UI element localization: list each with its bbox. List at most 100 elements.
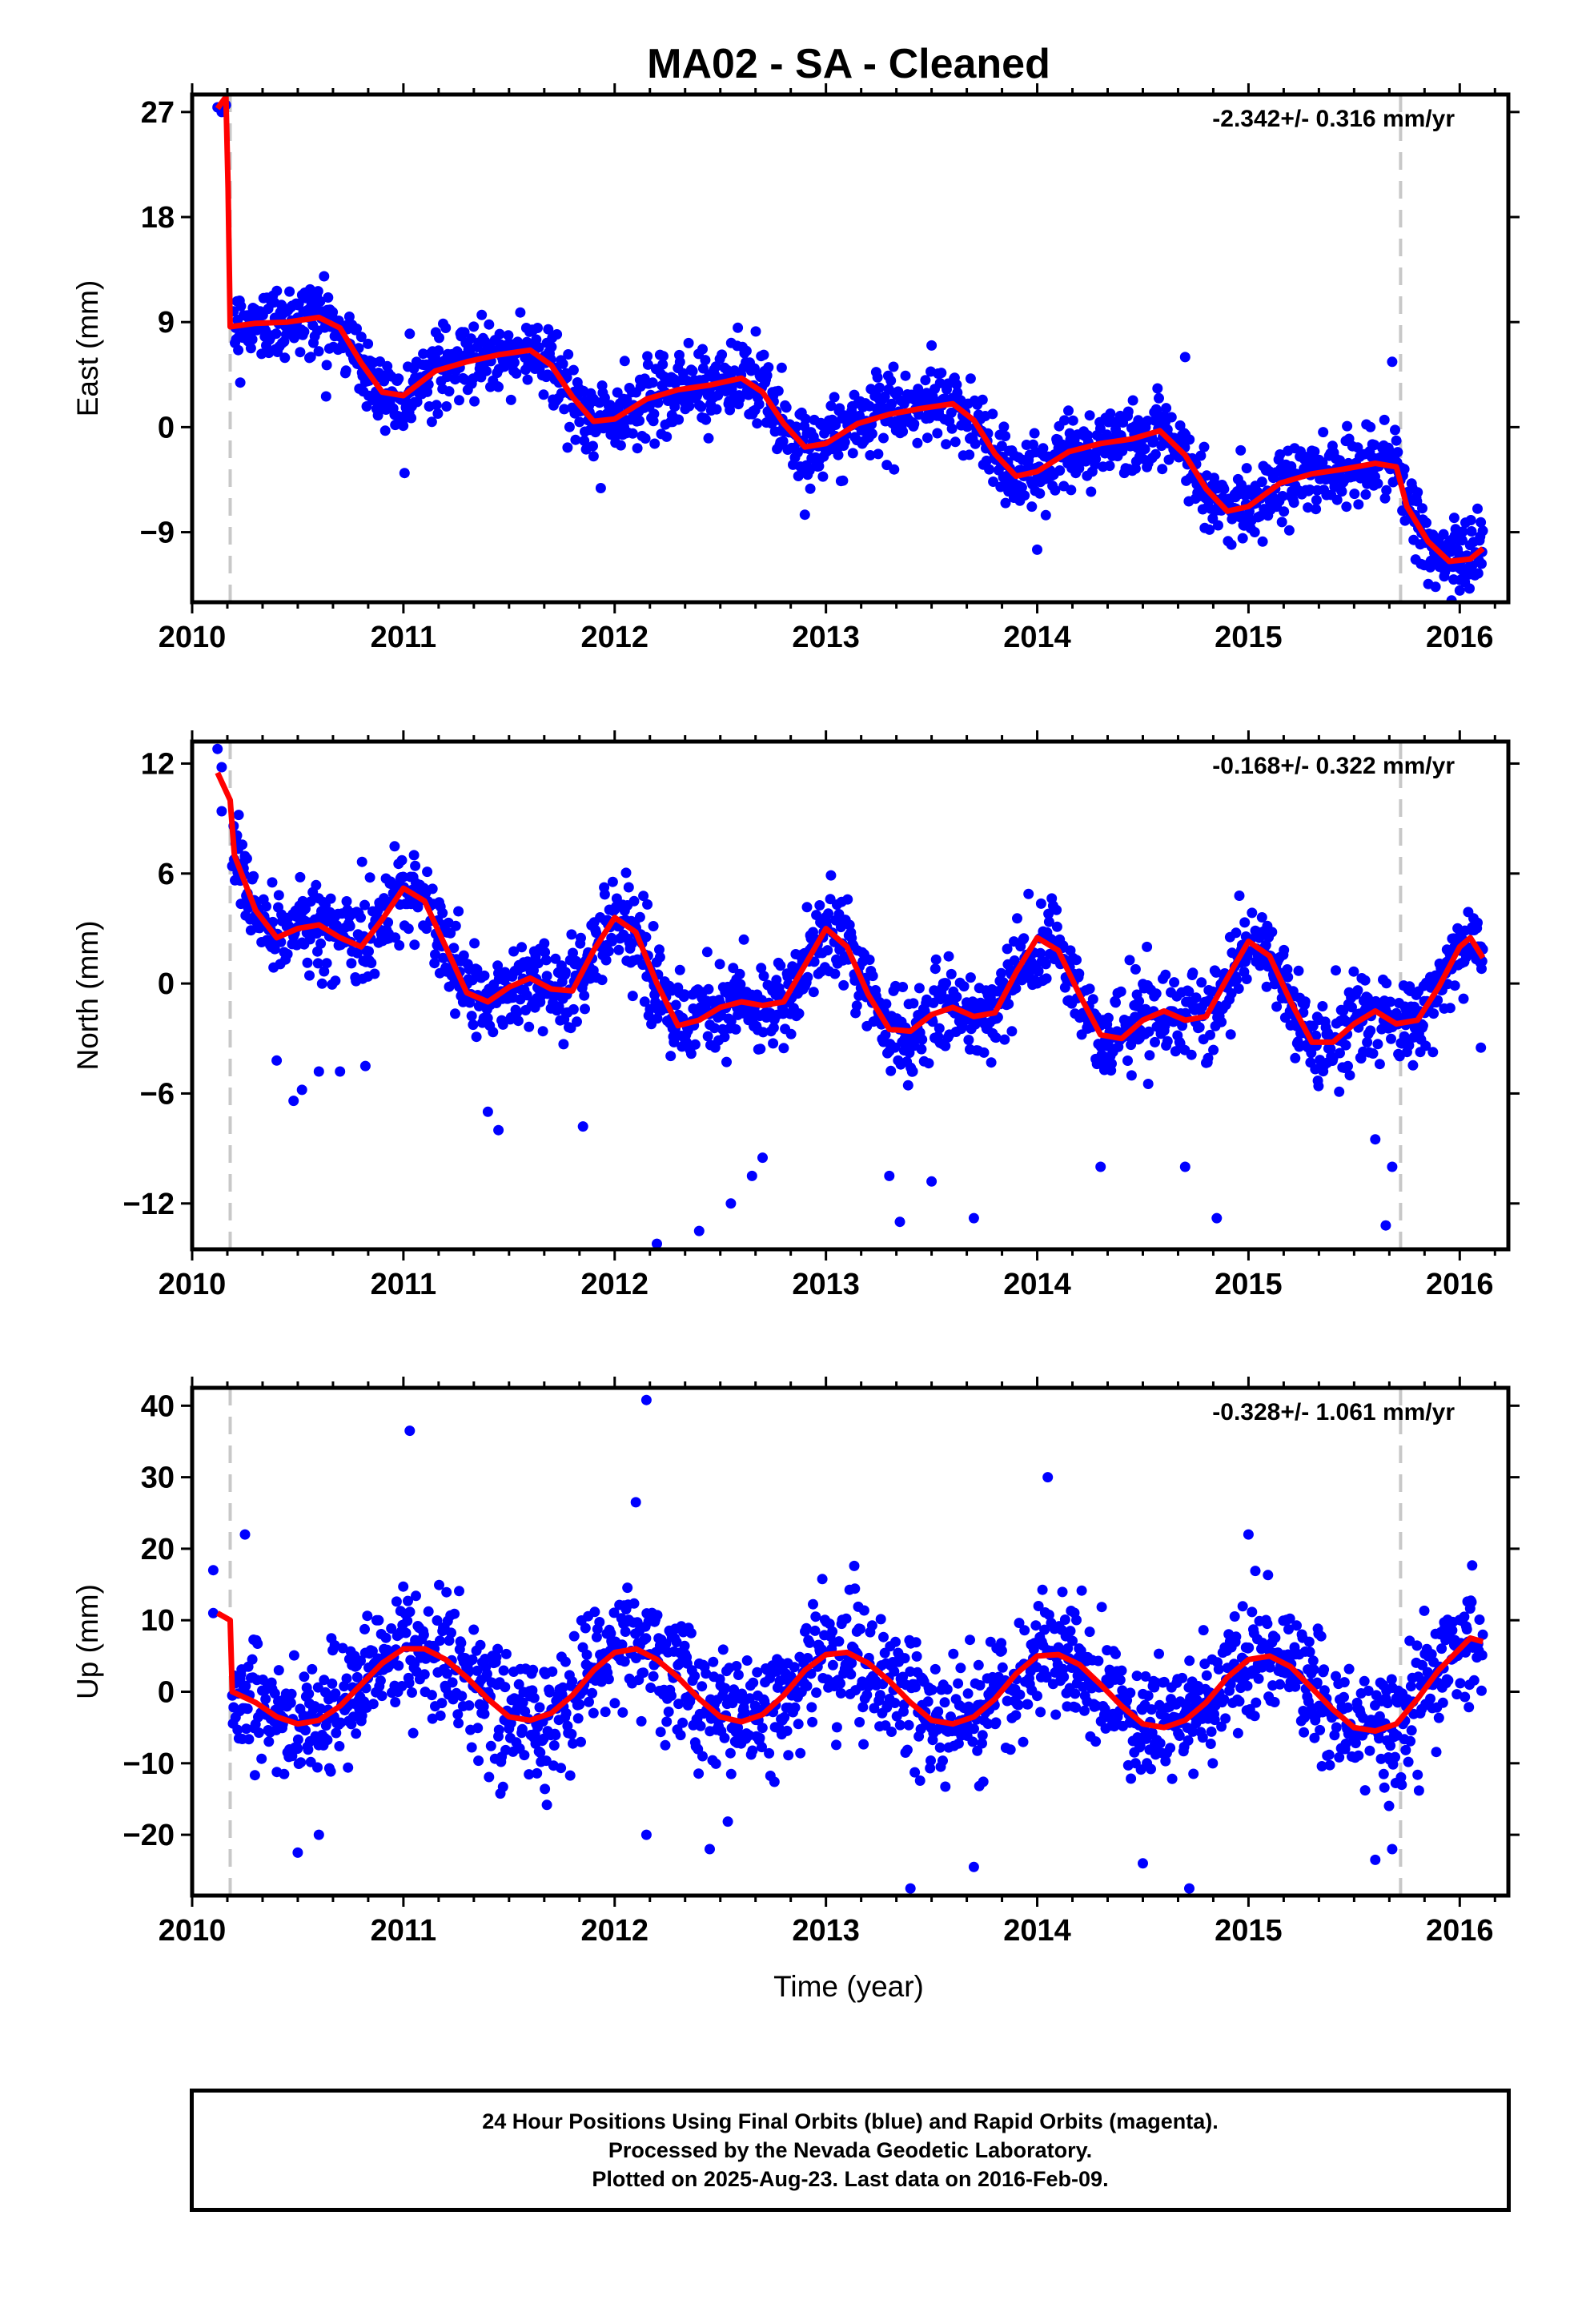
data-point-east <box>484 319 495 330</box>
data-point-up <box>748 1677 759 1688</box>
x-tick-label-north: 2010 <box>159 1268 227 1301</box>
data-point-east <box>406 412 417 424</box>
data-point-east <box>1249 527 1260 537</box>
data-point-up <box>922 1696 934 1707</box>
data-point-north <box>1359 975 1371 986</box>
data-point-north <box>1009 955 1020 966</box>
data-point-north <box>468 1019 479 1031</box>
data-point-up <box>1114 1675 1126 1686</box>
data-point-up <box>722 1816 733 1827</box>
data-point-up <box>547 1666 558 1677</box>
data-point-up <box>620 1626 631 1637</box>
x-tick-label-north: 2014 <box>1003 1268 1071 1301</box>
data-point-up <box>367 1646 378 1657</box>
x-tick-label-north: 2011 <box>371 1268 436 1301</box>
data-point-up <box>1242 1680 1253 1691</box>
data-point-north <box>579 990 590 1001</box>
data-point-east <box>647 377 658 388</box>
data-point-up <box>1201 1670 1212 1681</box>
data-point-up <box>811 1687 822 1699</box>
data-point-east <box>632 443 643 454</box>
data-point-north <box>427 883 438 895</box>
data-point-east <box>1335 455 1345 466</box>
data-point-up <box>1037 1584 1048 1595</box>
data-point-up <box>955 1663 966 1674</box>
data-point-north <box>341 896 352 907</box>
data-point-up <box>889 1698 901 1708</box>
data-point-east <box>434 332 444 344</box>
data-point-north <box>1374 1059 1385 1070</box>
data-point-north <box>1191 992 1202 1003</box>
data-point-up <box>977 1730 988 1741</box>
data-point-north <box>1130 963 1141 975</box>
data-point-east <box>1139 444 1150 455</box>
data-point-up <box>287 1751 298 1762</box>
data-point-north <box>1010 983 1022 994</box>
data-point-up <box>890 1636 901 1647</box>
data-point-north <box>366 958 377 968</box>
data-point-north <box>1187 967 1199 979</box>
data-point-up <box>969 1723 979 1735</box>
data-point-north <box>1362 1037 1373 1047</box>
data-point-east <box>758 349 769 360</box>
data-point-east <box>1104 460 1115 472</box>
data-point-up <box>1014 1618 1025 1629</box>
data-point-north <box>1428 1008 1439 1019</box>
y-tick-label-east: 0 <box>158 411 175 444</box>
data-point-east <box>673 414 685 425</box>
data-point-north <box>1102 1012 1114 1023</box>
data-point-up <box>831 1739 841 1751</box>
data-point-north <box>1033 966 1044 977</box>
data-point-up <box>524 1769 535 1780</box>
data-point-up <box>419 1669 430 1680</box>
data-point-east <box>1275 449 1286 460</box>
data-point-east <box>900 370 911 381</box>
data-point-east <box>1456 535 1468 546</box>
data-point-east <box>642 351 653 362</box>
data-point-up <box>1232 1727 1243 1739</box>
data-point-up <box>418 1629 429 1640</box>
data-point-east <box>511 368 522 379</box>
data-point-north <box>508 946 520 957</box>
data-point-east <box>951 379 962 390</box>
data-point-north <box>814 900 825 911</box>
panel-plot-area-east <box>212 94 1488 602</box>
data-point-east <box>579 435 590 446</box>
data-point-north <box>1183 986 1195 997</box>
data-point-north <box>613 944 624 955</box>
data-point-up <box>719 1732 730 1743</box>
data-point-north <box>1134 995 1145 1007</box>
data-point-north <box>1271 1001 1283 1012</box>
data-point-east <box>950 436 961 448</box>
data-point-up <box>341 1673 352 1684</box>
data-point-up <box>997 1662 1008 1673</box>
data-point-east <box>640 433 651 444</box>
data-point-east <box>465 333 476 344</box>
data-point-east <box>235 377 246 388</box>
data-point-east <box>304 283 315 295</box>
data-point-north <box>916 1043 927 1055</box>
data-point-north <box>654 944 665 955</box>
y-tick-label-east: 9 <box>158 306 175 340</box>
data-point-up <box>636 1715 647 1727</box>
data-point-up <box>300 1725 311 1736</box>
data-point-north <box>421 923 432 935</box>
data-point-north <box>778 1043 789 1054</box>
data-point-up <box>889 1666 900 1677</box>
data-point-up <box>666 1691 677 1701</box>
data-point-east <box>476 309 488 320</box>
data-point-east <box>684 400 695 412</box>
data-point-north <box>566 929 577 940</box>
data-point-north <box>482 1106 493 1117</box>
data-point-up <box>849 1560 860 1571</box>
data-point-up <box>327 1678 338 1689</box>
data-point-north <box>1003 999 1014 1010</box>
data-point-east <box>340 365 351 376</box>
data-point-east <box>468 321 480 332</box>
data-point-east <box>1026 501 1038 513</box>
data-point-east <box>1122 406 1134 417</box>
data-point-east <box>481 365 492 376</box>
data-point-up <box>1125 1687 1136 1699</box>
data-point-east <box>562 442 573 453</box>
data-point-up <box>729 1684 740 1695</box>
